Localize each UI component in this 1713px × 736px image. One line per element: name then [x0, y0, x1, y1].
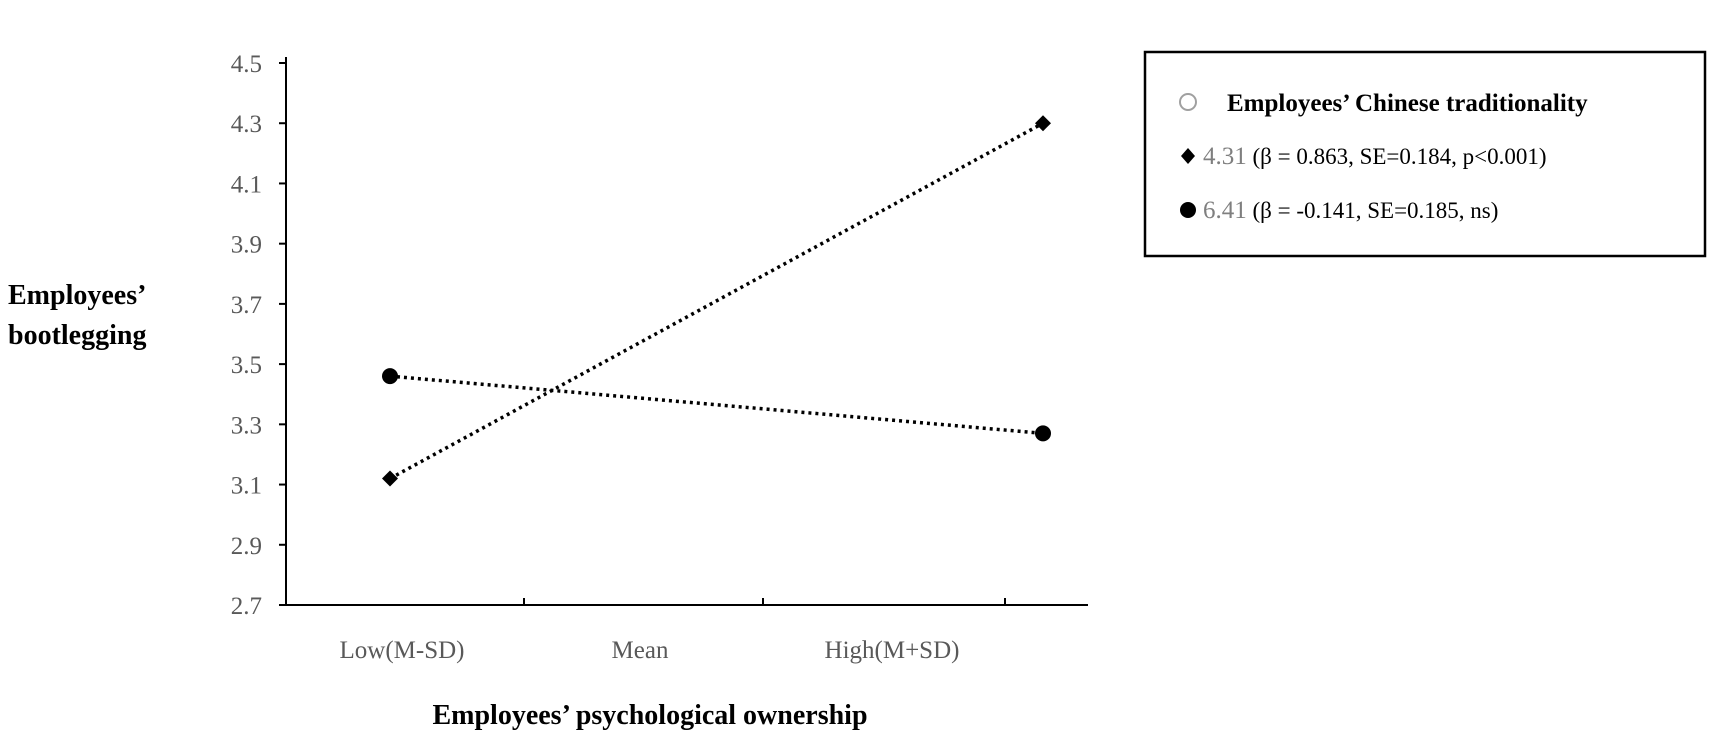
y-tick-label: 4.5	[231, 51, 262, 78]
y-axis-title: Employees’ bootlegging	[8, 280, 151, 351]
x-axis-title: Employees’ psychological ownership	[432, 700, 867, 731]
x-ticks	[523, 598, 1006, 605]
series-2-point	[382, 368, 398, 385]
y-tick-label: 2.7	[231, 593, 262, 620]
legend-entry-1: 4.31 (β = 0.863, SE=0.184, p<0.001)	[1203, 143, 1547, 170]
y-tick-label: 3.1	[231, 473, 262, 500]
legend-entry-1-stats: (β = 0.863, SE=0.184, p<0.001)	[1253, 144, 1547, 169]
y-tick-label: 4.3	[231, 111, 262, 138]
legend-diamond-icon	[1181, 148, 1195, 164]
y-tick-label: 3.3	[231, 412, 262, 439]
legend-entry-2-value: 6.41	[1203, 197, 1247, 224]
y-tick-label: 3.5	[231, 352, 262, 379]
legend: Employees’ Chinese traditionality 4.31 (…	[1143, 50, 1707, 258]
legend-entry-2: 6.41 (β = -0.141, SE=0.185, ns)	[1203, 197, 1498, 224]
x-tick-label: Low(M-SD)	[340, 637, 465, 664]
legend-entry-1-value: 4.31	[1203, 143, 1247, 170]
series-1-point	[382, 470, 398, 487]
series-2-point	[1035, 425, 1051, 442]
series-lines	[389, 121, 1044, 481]
legend-title-circle-icon	[1179, 93, 1197, 111]
legend-entry-2-stats: (β = -0.141, SE=0.185, ns)	[1253, 198, 1499, 223]
y-tick-label: 3.9	[231, 232, 262, 259]
x-tick-label: Mean	[612, 637, 669, 664]
series-1-line	[389, 121, 1044, 481]
series-2-line	[389, 374, 1044, 436]
series-markers	[382, 115, 1051, 487]
y-tick-label: 3.7	[231, 292, 262, 319]
legend-circle-icon	[1180, 202, 1196, 218]
y-ticks: 4.5 4.3 4.1 3.9 3.7 3.5 3.3 3.1 2.9 2.7	[231, 51, 286, 620]
x-tick-label: High(M+SD)	[825, 637, 960, 664]
y-axis-title-line-1: Employees’	[8, 280, 145, 311]
legend-box	[1143, 50, 1707, 258]
series-1-point	[1035, 115, 1051, 132]
y-tick-label: 2.9	[231, 533, 262, 560]
x-tick-labels: Low(M-SD) Mean High(M+SD)	[340, 637, 960, 664]
y-tick-label: 4.1	[231, 171, 262, 198]
legend-title: Employees’ Chinese traditionality	[1227, 90, 1588, 117]
y-axis-title-line-2: bootlegging	[8, 320, 146, 351]
